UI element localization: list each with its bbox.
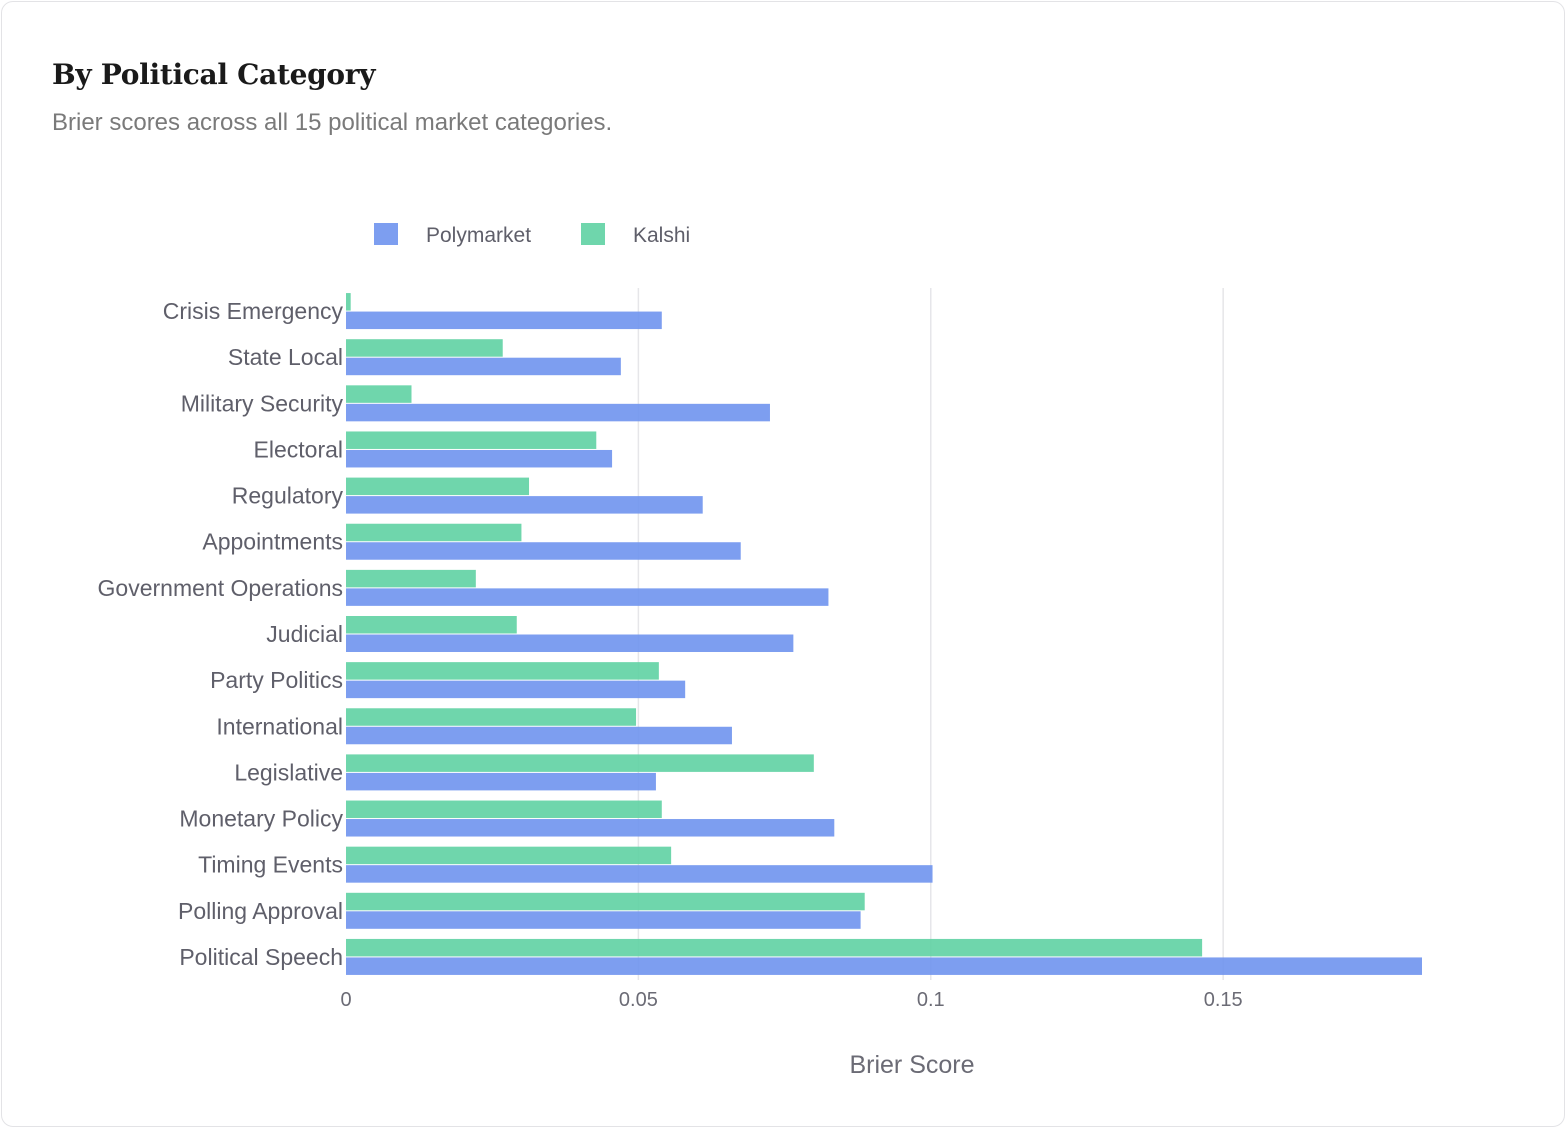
x-tick-label: 0 <box>340 989 351 1011</box>
legend-item-kalshi[interactable]: Kalshi <box>581 223 690 247</box>
legend[interactable]: Polymarket Kalshi <box>374 223 690 247</box>
bar-polymarket[interactable] <box>346 865 933 883</box>
y-tick-label: Polling Approval <box>178 898 343 924</box>
y-axis-labels: Crisis Emergency State Local Military Secu… <box>98 298 344 970</box>
bar-polymarket[interactable] <box>346 634 794 653</box>
bar-polymarket[interactable] <box>346 772 656 791</box>
card-subtitle: Brier scores across all 15 political mar… <box>52 109 613 136</box>
x-axis-ticks: 0 0.05 0.1 0.15 <box>340 989 1242 1011</box>
y-tick-label: Timing Events <box>198 852 343 878</box>
bar-kalshi[interactable] <box>346 708 637 726</box>
bar-kalshi[interactable] <box>346 800 662 819</box>
bar-kalshi[interactable] <box>346 616 517 634</box>
y-tick-label: State Local <box>228 344 343 370</box>
legend-label: Kalshi <box>633 224 690 247</box>
grid-lines <box>637 288 1224 980</box>
bar-kalshi[interactable] <box>346 662 659 680</box>
y-tick-label: Regulatory <box>232 483 344 509</box>
bar-polymarket[interactable] <box>346 819 835 837</box>
y-tick-label: Monetary Policy <box>179 806 343 832</box>
bar-polymarket[interactable] <box>346 680 686 699</box>
legend-swatch <box>374 223 398 245</box>
bar-kalshi[interactable] <box>346 523 522 542</box>
bar-polymarket[interactable] <box>346 542 741 560</box>
bar-polymarket[interactable] <box>346 588 829 606</box>
bar-polymarket[interactable] <box>346 357 621 376</box>
bar-kalshi[interactable] <box>346 339 503 357</box>
bars <box>346 293 1422 975</box>
y-tick-label: Political Speech <box>179 944 343 970</box>
x-axis-title: Brier Score <box>849 1051 974 1079</box>
bar-kalshi[interactable] <box>346 385 412 403</box>
legend-item-polymarket[interactable]: Polymarket <box>374 223 531 247</box>
y-tick-label: Legislative <box>234 759 343 785</box>
bar-kalshi[interactable] <box>346 569 476 588</box>
legend-label: Polymarket <box>426 224 531 247</box>
x-tick-label: 0.15 <box>1204 989 1243 1011</box>
y-tick-label: Appointments <box>202 529 343 555</box>
bar-kalshi[interactable] <box>346 754 814 772</box>
y-tick-label: Crisis Emergency <box>163 298 344 324</box>
y-tick-label: Electoral <box>254 436 343 462</box>
bar-polymarket[interactable] <box>346 726 732 745</box>
y-tick-label: International <box>216 713 343 739</box>
y-tick-label: Party Politics <box>210 667 343 693</box>
bar-kalshi[interactable] <box>346 938 1203 957</box>
bar-kalshi[interactable] <box>346 892 865 911</box>
bar-kalshi[interactable] <box>346 431 597 449</box>
bar-polymarket[interactable] <box>346 403 770 422</box>
bar-polymarket[interactable] <box>346 957 1422 975</box>
y-tick-label: Government Operations <box>98 575 343 601</box>
card-title: By Political Category <box>52 58 376 91</box>
y-tick-label: Judicial <box>266 621 343 647</box>
x-tick-label: 0.05 <box>619 989 658 1011</box>
bar-kalshi[interactable] <box>346 477 530 496</box>
bar-kalshi[interactable] <box>346 846 672 865</box>
bar-polymarket[interactable] <box>346 449 613 468</box>
bar-kalshi[interactable] <box>346 293 351 311</box>
bar-polymarket[interactable] <box>346 496 703 514</box>
y-tick-label: Military Security <box>181 390 344 416</box>
legend-swatch <box>581 223 605 245</box>
x-tick-label: 0.1 <box>917 989 945 1011</box>
bar-polymarket[interactable] <box>346 311 662 330</box>
bar-polymarket[interactable] <box>346 911 861 929</box>
